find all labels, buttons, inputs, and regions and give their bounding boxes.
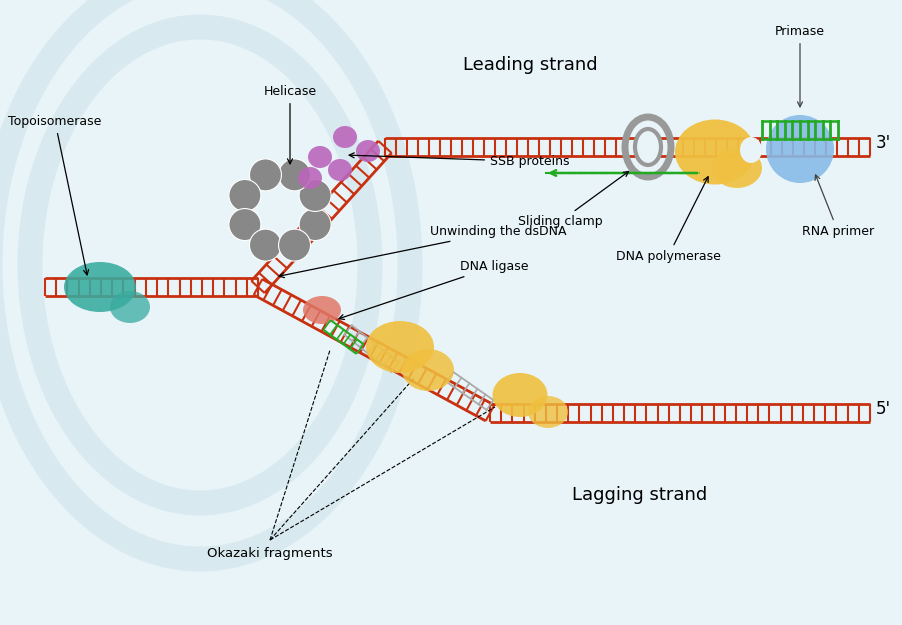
Ellipse shape <box>333 126 356 148</box>
Ellipse shape <box>303 296 341 324</box>
Circle shape <box>278 159 310 191</box>
Circle shape <box>299 209 331 241</box>
Text: DNA polymerase: DNA polymerase <box>615 177 720 263</box>
Ellipse shape <box>355 140 380 162</box>
Ellipse shape <box>64 262 136 312</box>
Circle shape <box>765 115 833 183</box>
Text: RNA primer: RNA primer <box>801 175 873 238</box>
Text: Unwinding the dsDNA: Unwinding the dsDNA <box>279 225 566 278</box>
Ellipse shape <box>675 119 754 184</box>
Circle shape <box>299 179 331 211</box>
Ellipse shape <box>711 148 761 188</box>
Ellipse shape <box>327 159 352 181</box>
Text: Topoisomerase: Topoisomerase <box>8 115 102 275</box>
Ellipse shape <box>298 167 322 189</box>
Ellipse shape <box>634 129 660 165</box>
Text: 3': 3' <box>875 134 890 152</box>
Text: DNA ligase: DNA ligase <box>338 260 528 319</box>
Text: Primase: Primase <box>774 25 824 107</box>
Ellipse shape <box>492 373 547 417</box>
Text: SSB proteins: SSB proteins <box>349 153 569 168</box>
Text: Sliding clamp: Sliding clamp <box>517 171 628 228</box>
Text: Helicase: Helicase <box>263 85 317 164</box>
Circle shape <box>249 229 281 261</box>
Text: Okazaki fragments: Okazaki fragments <box>207 546 333 559</box>
Ellipse shape <box>401 349 454 391</box>
Ellipse shape <box>308 146 332 168</box>
Text: Leading strand: Leading strand <box>462 56 596 74</box>
Circle shape <box>249 159 281 191</box>
Circle shape <box>228 179 261 211</box>
Ellipse shape <box>528 396 567 428</box>
Ellipse shape <box>739 137 761 163</box>
Circle shape <box>278 229 310 261</box>
Text: 5': 5' <box>875 400 890 418</box>
Text: Lagging strand: Lagging strand <box>572 486 707 504</box>
Circle shape <box>228 209 261 241</box>
Ellipse shape <box>365 321 434 373</box>
Ellipse shape <box>110 291 150 323</box>
